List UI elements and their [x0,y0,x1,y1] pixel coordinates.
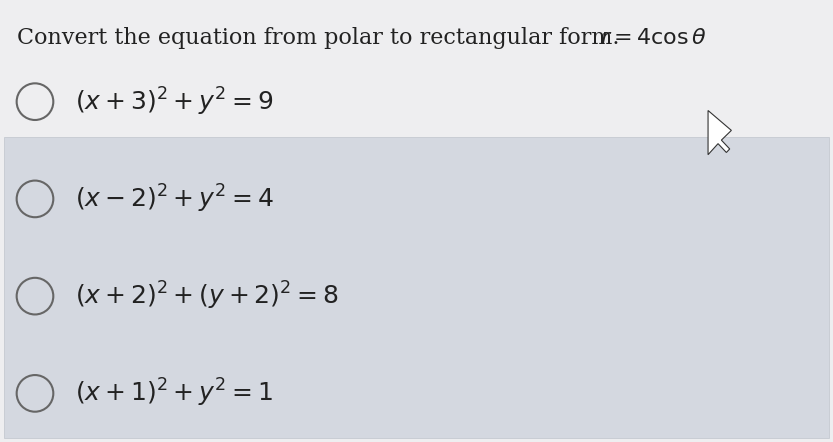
Text: $r = 4\cos\theta$: $r = 4\cos\theta$ [600,27,706,49]
Polygon shape [708,110,731,155]
Text: $(x+2)^2 + (y+2)^2 = 8$: $(x+2)^2 + (y+2)^2 = 8$ [75,280,338,312]
Text: Convert the equation from polar to rectangular form.: Convert the equation from polar to recta… [17,27,626,49]
FancyBboxPatch shape [4,137,829,438]
Text: $(x+1)^2 + y^2 = 1$: $(x+1)^2 + y^2 = 1$ [75,377,272,409]
Text: $(x+3)^2 + y^2 = 9$: $(x+3)^2 + y^2 = 9$ [75,86,273,118]
Text: $(x-2)^2 + y^2 = 4$: $(x-2)^2 + y^2 = 4$ [75,183,274,215]
